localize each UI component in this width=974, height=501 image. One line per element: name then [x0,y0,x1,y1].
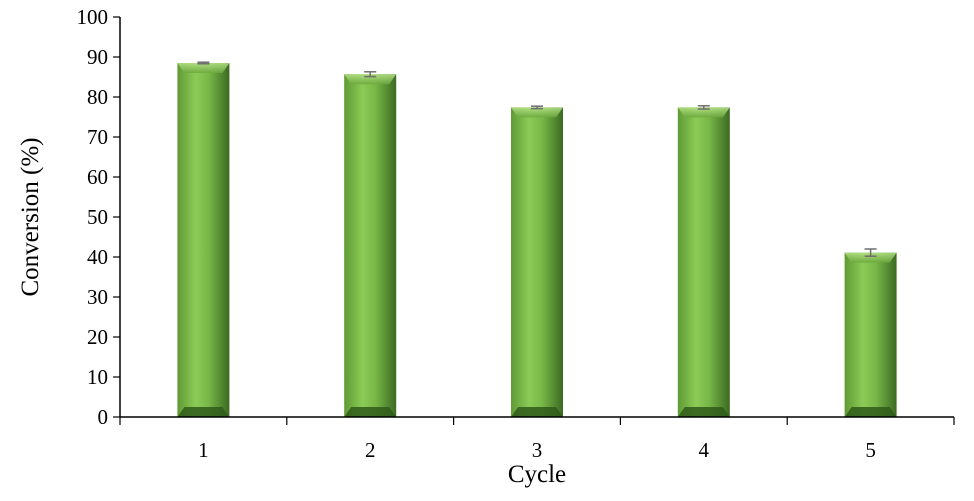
y-tick-label: 80 [87,85,108,109]
bar [677,105,730,418]
x-tick-label: 4 [699,438,710,462]
bar [511,105,563,418]
bar-top-bevel [344,74,397,85]
x-axis-title: Cycle [508,461,566,488]
bar-bottom-bevel [677,407,730,417]
y-tick-label: 70 [87,125,108,149]
y-axis-ticks: 0 10 20 30 40 50 60 70 80 90 100 [77,5,120,429]
bar-body [344,74,397,417]
bar-body [844,252,897,417]
error-bar [697,105,710,110]
plot-area: 0 10 20 30 40 50 60 70 80 90 100 1 2 3 4 5 [77,5,955,462]
y-tick-label: 40 [87,245,108,269]
error-bar [531,105,543,110]
x-axis-ticks: 1 2 3 4 5 [119,417,955,462]
bar-top-bevel [177,63,230,73]
x-tick-label: 1 [198,438,209,462]
bar-top-bevel [511,107,563,118]
y-tick-label: 20 [87,325,108,349]
bar-body [511,107,563,418]
bar-bottom-bevel [844,407,897,417]
x-tick-label: 5 [865,438,876,462]
y-tick-label: 30 [87,285,108,309]
y-tick-label: 10 [87,365,108,389]
x-tick-label: 2 [365,438,376,462]
y-axis-title: Conversion (%) [17,138,44,297]
bar-bottom-bevel [177,407,230,417]
error-bar [197,61,210,65]
bar [344,71,397,417]
bar-body [677,107,730,418]
y-tick-label: 90 [87,45,108,69]
bars-group [177,61,897,418]
y-tick-label: 50 [87,205,108,229]
error-bar [864,248,877,257]
y-tick-label: 100 [77,5,109,29]
error-bar [364,71,377,78]
x-tick-label: 3 [532,438,543,462]
bar-bottom-bevel [511,407,563,417]
bar-body [177,63,230,417]
bar [844,248,897,417]
bar-top-bevel [844,252,897,263]
bar-bottom-bevel [344,407,397,417]
y-tick-label: 0 [98,405,109,429]
y-tick-label: 60 [87,165,108,189]
bar [177,61,230,417]
bar-top-bevel [677,107,730,118]
